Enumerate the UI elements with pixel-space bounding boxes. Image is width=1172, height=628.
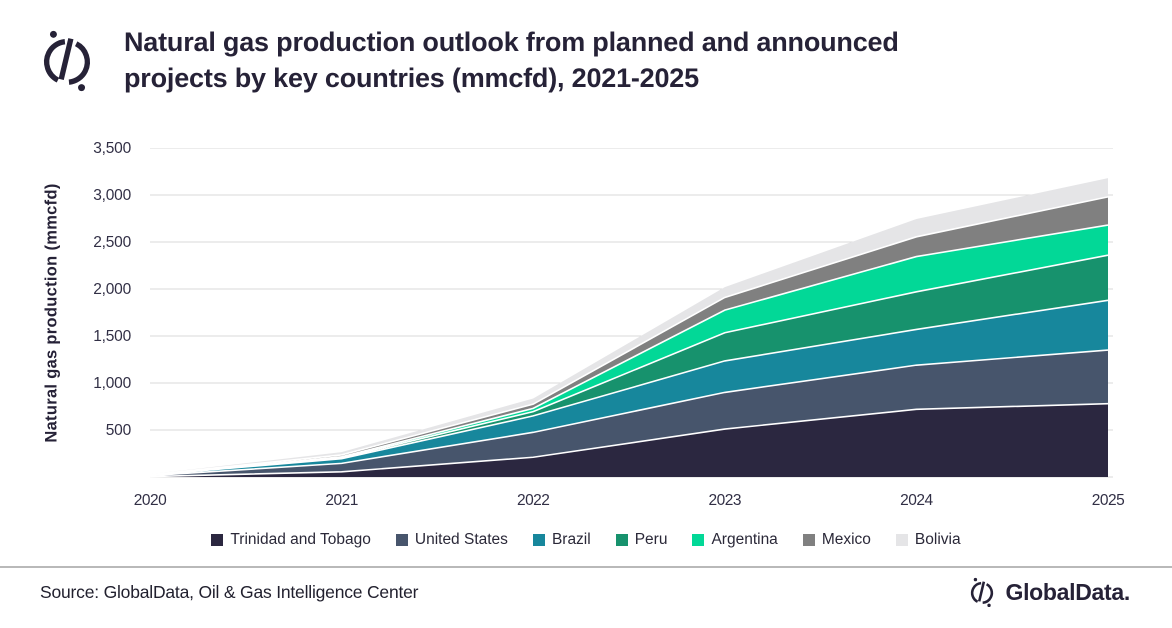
legend-label: Bolivia [914,531,961,548]
legend-swatch [692,534,705,546]
band-separator [150,349,1109,477]
globaldata-logo-icon [43,30,91,92]
chart-legend: Trinidad and Tobago United States Brazil Pe… [0,528,1172,552]
area-trinidad-and-tobago [150,403,1108,477]
legend-item-peru: Peru [615,531,668,549]
area-brazil [150,300,1108,476]
x-tick-label-2020: 2020 [133,492,167,509]
page-title-line2: projects by key countries (mmcfd), 2021-… [124,63,699,94]
legend-swatch [895,534,908,546]
legend-label: Argentina [711,531,778,548]
legend-swatch [532,534,545,546]
legend-label: United States [414,531,508,548]
stacked-area-chart [150,148,1113,478]
source-attribution: Source: GlobalData, Oil & Gas Intelligen… [40,582,419,602]
legend-label: Peru [634,531,668,548]
area-bolivia [150,178,1108,475]
legend-swatch [615,534,628,546]
legend-label: Brazil [551,531,591,548]
band-separator [150,402,1109,478]
legend-item-mexico: Mexico [802,531,871,549]
legend-item-bolivia: Bolivia [895,531,961,549]
legend-item-trinidad-and-tobago: Trinidad and Tobago [211,531,371,549]
x-tick-label-2022: 2022 [516,492,550,509]
y-tick-label-3000: 3,000 [93,187,131,204]
globaldata-brand-icon [971,577,994,608]
y-tick-label-1500: 1,500 [93,328,131,345]
band-separator [150,224,1109,476]
legend-item-brazil: Brazil [532,531,591,549]
x-tick-label-2023: 2023 [708,492,742,509]
area-peru [150,255,1108,476]
legend-label: Mexico [821,531,871,548]
x-tick-label-2025: 2025 [1091,492,1125,509]
y-tick-label-2500: 2,500 [93,234,131,251]
area-united-states [150,350,1108,477]
legend-item-united-states: United States [395,531,508,549]
y-tick-label-500: 500 [105,422,131,439]
page-title: Natural gas production outlook from plan… [124,24,1134,97]
footer-divider [0,566,1172,568]
area-argentina [150,225,1108,476]
area-mexico [150,196,1108,476]
brand-wordmark: GlobalData. [1005,578,1130,605]
x-tick-label-2024: 2024 [900,492,933,509]
brand-lockup: GlobalData. [967,576,1130,608]
y-tick-label-1000: 1,000 [93,375,131,392]
legend-swatch [395,534,408,546]
legend-swatch [211,534,224,546]
y-tick-label-3500: 3,500 [93,140,131,157]
legend-swatch [802,534,815,546]
legend-item-argentina: Argentina [692,531,778,549]
legend-label: Trinidad and Tobago [230,531,371,548]
y-tick-label-2000: 2,000 [93,281,131,298]
x-tick-label-2021: 2021 [325,492,358,509]
y-axis-title: Natural gas production (mmcfd) [42,183,61,443]
band-separator [150,196,1109,476]
page-title-line1: Natural gas production outlook from plan… [124,27,899,57]
